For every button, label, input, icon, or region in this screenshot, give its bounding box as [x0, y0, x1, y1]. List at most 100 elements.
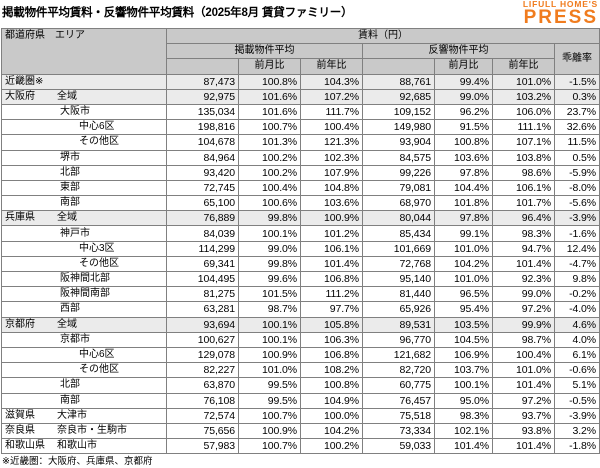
cell-listed-mom: 99.6% [238, 270, 301, 288]
cell-listed-average: 92,975 [166, 88, 239, 105]
row-area-label: 大阪府 全域 [1, 88, 167, 105]
header-row-1: 都道府県 エリア 賃料（円） [1, 27, 600, 75]
cell-response-average: 101,669 [362, 240, 435, 257]
table-row: 大阪府 全域 92,975 101.6% 107.2% 92,685 99.0% 103.2%… [1, 88, 600, 105]
header-deviation-rate: 乖離率 [553, 43, 600, 75]
row-area-label: その他区 [1, 255, 167, 273]
cell-response-mom: 99.0% [434, 88, 493, 105]
cell-deviation-rate: -0.6% [553, 362, 600, 379]
cell-deviation-rate: -3.9% [553, 407, 600, 424]
cell-response-average: 85,434 [362, 225, 435, 242]
title-bar: 掲載物件平均賃料・反響物件平均賃料（2025年8月 賃貸ファミリー） LIFUL… [0, 0, 600, 28]
cell-listed-yoy: 100.8% [300, 377, 363, 394]
area-name: その他区 [79, 257, 119, 269]
cell-listed-mom: 101.3% [238, 134, 301, 151]
cell-response-average: 93,904 [362, 134, 435, 151]
cell-listed-yoy: 105.8% [300, 316, 363, 333]
cell-listed-yoy: 104.3% [300, 73, 363, 90]
cell-response-mom: 101.8% [434, 195, 493, 212]
cell-response-mom: 101.0% [434, 270, 493, 288]
area-name: その他区 [79, 364, 119, 376]
cell-listed-average: 104,495 [166, 270, 239, 288]
cell-listed-yoy: 101.2% [300, 225, 363, 242]
cell-response-yoy: 99.9% [492, 316, 555, 333]
cell-listed-average: 63,870 [166, 377, 239, 394]
table-row: 中心6区 198,816 100.7% 100.4% 149,980 91.5% 111.1… [1, 119, 600, 136]
cell-listed-average: 72,745 [166, 179, 239, 197]
table-row: 京都市 100,627 100.1% 106.3% 96,770 104.5% 98.7% 4… [1, 331, 600, 348]
cell-deviation-rate: 12.4% [553, 240, 600, 257]
cell-response-average: 65,926 [362, 301, 435, 318]
cell-listed-yoy: 111.2% [300, 286, 363, 303]
cell-deviation-rate: 9.8% [553, 270, 600, 288]
cell-response-mom: 100.8% [434, 134, 493, 151]
area-name: 堺市 [60, 151, 80, 163]
area-name: 全域 [57, 212, 77, 224]
cell-response-yoy: 101.4% [492, 438, 555, 455]
table-row: その他区 104,678 101.3% 121.3% 93,904 100.8% 107.1… [1, 134, 600, 151]
cell-response-average: 89,531 [362, 316, 435, 333]
area-name: 阪神間南部 [60, 288, 110, 300]
cell-listed-yoy: 102.3% [300, 149, 363, 166]
table-body: 近畿圏※ 87,473 100.8% 104.3% 88,761 99.4% 101.0% -… [1, 73, 600, 455]
cell-response-average: 149,980 [362, 119, 435, 136]
row-area-label: 奈良県 奈良市・生駒市 [1, 422, 167, 440]
cell-response-yoy: 92.3% [492, 270, 555, 288]
cell-listed-mom: 100.7% [238, 407, 301, 424]
row-area-label: 阪神間北部 [1, 270, 167, 288]
table-header: 都道府県 エリア 賃料（円） 掲載物件平均 反響物件平均 乖離率 前月比 前年比… [1, 27, 600, 75]
cell-listed-average: 82,227 [166, 362, 239, 379]
cell-deviation-rate: -1.5% [553, 73, 600, 90]
cell-listed-yoy: 106.8% [300, 270, 363, 288]
cell-response-yoy: 97.2% [492, 301, 555, 318]
cell-listed-yoy: 100.2% [300, 438, 363, 455]
row-area-label: 南部 [1, 195, 167, 212]
cell-response-average: 99,226 [362, 164, 435, 181]
cell-listed-yoy: 100.0% [300, 407, 363, 424]
area-name: 大津市 [57, 409, 87, 421]
row-area-label: 兵庫県 全域 [1, 210, 167, 227]
cell-listed-average: 114,299 [166, 240, 239, 257]
table-row: 東部 72,745 100.4% 104.8% 79,081 104.4% 106.1% -8… [1, 179, 600, 197]
row-area-label: 滋賀県 大津市 [1, 407, 167, 424]
cell-listed-yoy: 106.1% [300, 240, 363, 257]
prefecture-name: 滋賀県 [5, 409, 35, 421]
table-row: 北部 63,870 99.5% 100.8% 60,775 100.1% 101.4% 5.1… [1, 377, 600, 394]
table-row: 神戸市 84,039 100.1% 101.2% 85,434 99.1% 98.3% -1.… [1, 225, 600, 242]
cell-response-mom: 101.0% [434, 240, 493, 257]
cell-listed-mom: 100.8% [238, 73, 301, 90]
row-area-label: 南部 [1, 392, 167, 409]
prefecture-name: 奈良県 [5, 424, 35, 436]
header-row-3: 前月比 前年比 前月比 前年比 [2, 58, 600, 75]
cell-deviation-rate: 23.7% [553, 103, 600, 121]
header-response-value [362, 58, 435, 75]
cell-response-average: 84,575 [362, 149, 435, 166]
header-rent-group: 賃料（円） [165, 27, 600, 45]
cell-response-mom: 97.8% [434, 164, 493, 181]
cell-listed-average: 93,694 [166, 316, 239, 333]
area-name: 全域 [57, 318, 77, 330]
cell-response-mom: 100.1% [434, 377, 493, 394]
cell-listed-average: 76,889 [166, 210, 239, 227]
prefecture-name: 兵庫県 [5, 212, 35, 224]
cell-deviation-rate: -0.5% [553, 392, 600, 409]
table-row: 南部 65,100 100.6% 103.6% 68,970 101.8% 101.7% -5… [1, 195, 600, 212]
cell-listed-mom: 99.8% [238, 210, 301, 227]
row-area-label: 近畿圏※ [1, 73, 167, 90]
cell-response-yoy: 106.1% [492, 179, 555, 197]
cell-response-yoy: 93.8% [492, 422, 555, 440]
row-area-label: その他区 [1, 362, 167, 379]
cell-response-yoy: 98.7% [492, 331, 555, 348]
cell-deviation-rate: -0.2% [553, 286, 600, 303]
cell-deviation-rate: 11.5% [553, 134, 600, 151]
cell-response-average: 75,518 [362, 407, 435, 424]
page-title: 掲載物件平均賃料・反響物件平均賃料（2025年8月 賃貸ファミリー） [2, 7, 353, 19]
cell-listed-average: 72,574 [166, 407, 239, 424]
area-name: 神戸市 [60, 227, 90, 239]
row-area-label: 北部 [1, 377, 167, 394]
table-row: 堺市 84,964 100.2% 102.3% 84,575 103.6% 103.8% 0.… [1, 149, 600, 166]
cell-listed-mom: 98.7% [238, 301, 301, 318]
area-name: 西部 [60, 303, 80, 315]
cell-listed-yoy: 106.8% [300, 346, 363, 364]
cell-listed-average: 198,816 [166, 119, 239, 136]
